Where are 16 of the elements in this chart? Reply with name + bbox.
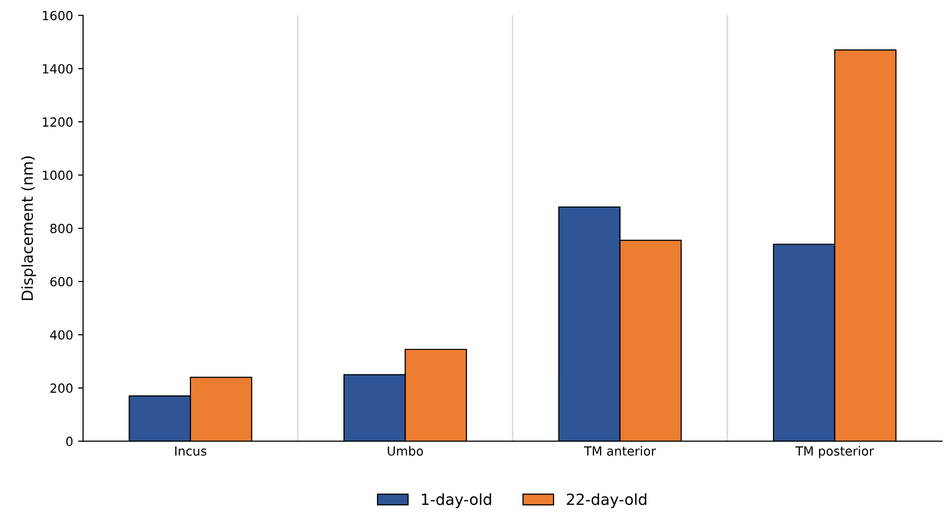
y-tick-label: 400 bbox=[50, 330, 73, 340]
y-tick-label: 1400 bbox=[42, 64, 73, 74]
y-tick-label: 200 bbox=[50, 383, 73, 393]
y-tick-label: 800 bbox=[50, 224, 73, 234]
y-tick-label: 1600 bbox=[42, 10, 73, 20]
y-tick-label: 1000 bbox=[42, 170, 73, 180]
legend-label: 1-day-old bbox=[422, 493, 492, 508]
y-axis-title: Displacement (nm) bbox=[21, 156, 36, 300]
y-tick-label: 600 bbox=[50, 276, 73, 286]
y-tick-label: 0 bbox=[66, 436, 73, 446]
legend-label: 22-day-old bbox=[566, 493, 646, 508]
x-tick-label: TM posterior bbox=[795, 446, 874, 458]
x-tick-label: Umbo bbox=[388, 446, 423, 456]
x-tick-label: Incus bbox=[175, 446, 206, 456]
y-tick-label: 1200 bbox=[42, 117, 73, 127]
x-tick-label: TM anterior bbox=[584, 446, 656, 456]
